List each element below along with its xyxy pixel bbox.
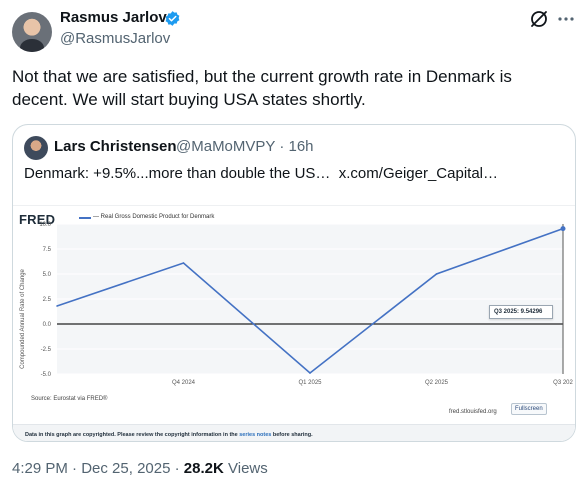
copyright-notice: Data in this graph are copyrighted. Plea… xyxy=(25,432,313,438)
legend-swatch xyxy=(79,217,91,219)
copyright-post: before sharing. xyxy=(271,432,313,438)
y-tick-label: -2.5 xyxy=(41,347,52,353)
line-chart: 10.0 7.5 5.0 2.5 0.0 -2.5 -5.0 Q4 2024 Q1 2025 Q2… xyxy=(39,222,573,386)
quoted-link[interactable]: x.com/Geiger_Capital… xyxy=(338,165,498,182)
x-tick-label: Q2 2025 xyxy=(425,380,449,386)
data-point xyxy=(182,262,185,264)
quoted-author-name: Lars Christensen xyxy=(54,138,177,155)
data-point xyxy=(56,305,58,307)
meta-dot: · xyxy=(72,460,78,477)
y-tick-label: 2.5 xyxy=(43,297,52,303)
tweet-time[interactable]: 4:29 PM xyxy=(12,460,68,477)
tweet-meta: 4:29 PM · Dec 25, 2025 · 28.2K Views xyxy=(12,460,268,477)
y-tick-label: 7.5 xyxy=(43,247,52,253)
fullscreen-button[interactable]: Fullscreen xyxy=(511,403,547,415)
views-count[interactable]: 28.2K xyxy=(183,460,224,477)
y-tick-label: 5.0 xyxy=(43,272,52,278)
fred-footer: Data in this graph are copyrighted. Plea… xyxy=(13,424,575,441)
quoted-text-main: Denmark: +9.5%...more than double the US… xyxy=(24,165,331,182)
author-avatar[interactable] xyxy=(12,12,52,52)
x-tick-label: Q1 2025 xyxy=(298,380,322,386)
fred-chart-image[interactable]: FRED — Real Gross Domestic Product for D… xyxy=(13,205,575,441)
quoted-tweet-age: 16h xyxy=(288,138,314,155)
tweet-date[interactable]: Dec 25, 2025 xyxy=(81,460,171,477)
data-point xyxy=(309,372,311,374)
quoted-tweet[interactable]: Lars Christensen @MaMoMVPY · 16h Denmark… xyxy=(12,124,576,442)
chart-tooltip: Q3 2025: 9.54296 xyxy=(489,305,553,319)
meta-separator: · xyxy=(279,138,285,155)
grok-icon[interactable] xyxy=(528,8,550,30)
quoted-author-meta: @MaMoMVPY · 16h xyxy=(176,138,314,155)
quoted-tweet-text: Denmark: +9.5%...more than double the US… xyxy=(24,165,498,182)
author-handle[interactable]: @RasmusJarlov xyxy=(60,30,171,47)
more-options-icon[interactable] xyxy=(556,8,576,30)
quoted-author-handle: @MaMoMVPY xyxy=(176,138,276,155)
views-label: Views xyxy=(228,460,268,477)
y-tick-label: 10.0 xyxy=(39,222,51,228)
y-tick-label: -5.0 xyxy=(41,372,52,378)
meta-dot-2: · xyxy=(174,460,180,477)
fred-logo: FRED xyxy=(19,212,56,227)
series-notes-link[interactable]: series notes xyxy=(239,432,272,438)
y-tick-label: 0.0 xyxy=(43,322,52,328)
tweet-text: Not that we are satisfied, but the curre… xyxy=(12,67,512,109)
data-point xyxy=(435,273,438,275)
author-name[interactable]: Rasmus Jarlov xyxy=(60,9,167,26)
chart-source: Source: Eurostat via FRED® xyxy=(31,396,108,402)
copyright-pre: Data in this graph are copyrighted. Plea… xyxy=(25,432,240,438)
x-tick-label: Q3 202 xyxy=(553,380,573,386)
verified-badge-icon xyxy=(165,11,180,26)
quoted-author-avatar xyxy=(24,136,48,160)
chart-legend: — Real Gross Domestic Product for Denmar… xyxy=(93,214,215,220)
fred-url: fred.stlouisfed.org xyxy=(449,409,497,415)
x-tick-label: Q4 2024 xyxy=(172,380,196,386)
data-point xyxy=(560,226,566,232)
